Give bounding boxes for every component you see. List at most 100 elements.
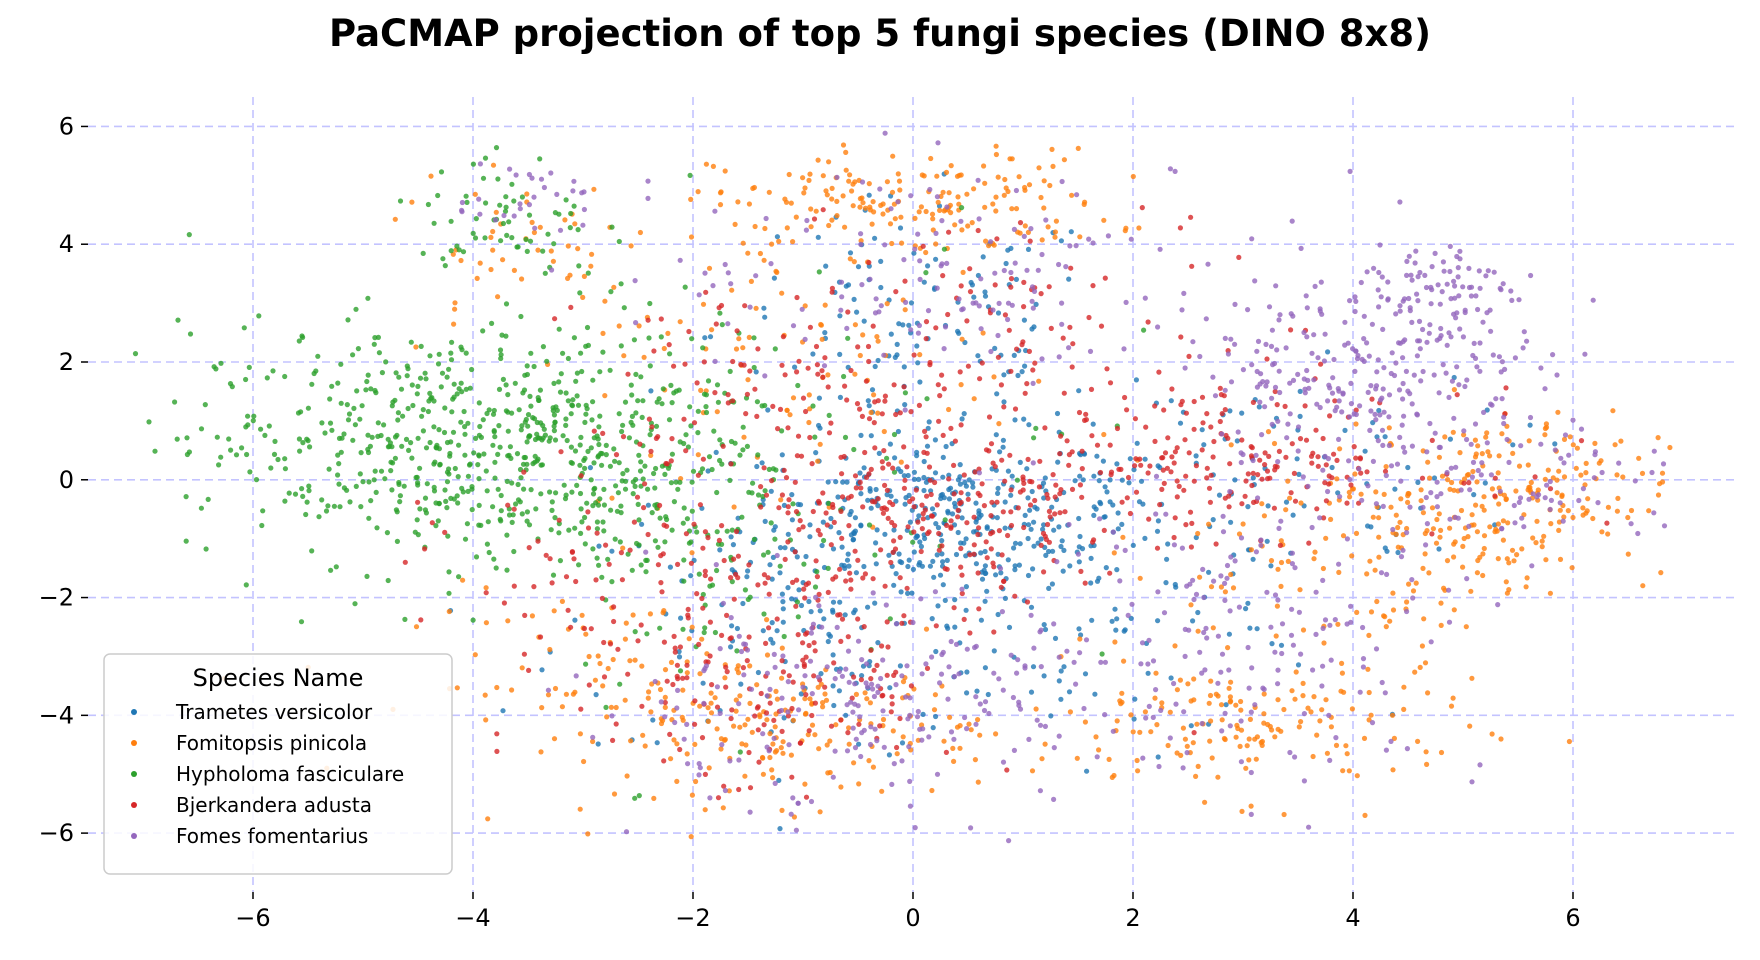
data-point (1167, 166, 1173, 172)
data-point (1477, 340, 1483, 346)
data-point (501, 600, 507, 606)
data-point (843, 167, 849, 173)
data-point (1361, 735, 1368, 742)
data-point (1543, 557, 1549, 563)
data-point (871, 667, 877, 673)
data-point (958, 545, 964, 552)
data-point (914, 714, 921, 720)
data-point (999, 609, 1006, 615)
data-point (933, 325, 939, 331)
data-point (774, 628, 780, 634)
data-point (1330, 375, 1336, 381)
data-point (769, 620, 775, 626)
data-point (680, 626, 686, 632)
data-point (298, 619, 305, 625)
data-point (891, 382, 897, 388)
data-point (580, 222, 586, 228)
data-point (1336, 436, 1342, 442)
data-point (1516, 297, 1522, 303)
data-point (1511, 558, 1517, 564)
data-point (1293, 669, 1299, 675)
data-point (957, 745, 963, 751)
data-point (1349, 706, 1355, 712)
data-point (855, 638, 862, 644)
data-point (258, 426, 264, 432)
data-point (901, 473, 907, 479)
data-point (746, 489, 752, 495)
data-point (1076, 409, 1083, 416)
data-point (746, 334, 752, 340)
data-point (1455, 265, 1461, 271)
data-point (482, 155, 489, 161)
chart-title: PaCMAP projection of top 5 fungi species… (328, 12, 1432, 55)
data-point (1284, 435, 1290, 441)
data-point (1105, 233, 1111, 239)
data-point (730, 398, 736, 404)
data-point (767, 731, 773, 737)
data-point (714, 684, 721, 690)
data-point (996, 528, 1003, 534)
data-point (897, 187, 903, 193)
data-point (714, 382, 721, 388)
data-point (732, 221, 738, 227)
data-point (1658, 570, 1664, 576)
data-point (422, 546, 428, 552)
data-point (1272, 467, 1278, 473)
data-point (548, 248, 554, 254)
data-point (282, 466, 288, 472)
x-tick-label: 6 (1565, 904, 1580, 932)
data-point (1296, 471, 1302, 477)
data-point (1508, 288, 1514, 294)
data-point (1448, 465, 1454, 471)
data-point (873, 540, 879, 546)
data-point (894, 352, 900, 358)
data-point (946, 472, 952, 478)
data-point (792, 479, 798, 485)
data-point (813, 594, 819, 601)
data-point (568, 411, 574, 417)
data-point (993, 194, 999, 200)
data-point (1021, 317, 1027, 323)
data-point (500, 257, 506, 263)
data-point (852, 515, 859, 521)
data-point (1012, 540, 1019, 546)
data-point (228, 447, 234, 453)
data-point (988, 513, 994, 519)
data-point (522, 454, 529, 461)
data-point (777, 563, 783, 569)
data-point (1446, 330, 1452, 336)
data-point (1030, 566, 1036, 572)
data-point (1199, 394, 1206, 400)
data-point (1372, 411, 1378, 417)
data-point (701, 629, 707, 636)
data-point (552, 685, 559, 692)
data-point (1375, 357, 1381, 363)
data-point (684, 675, 690, 681)
data-point (774, 616, 780, 622)
data-point (499, 332, 505, 338)
data-point (439, 370, 446, 376)
data-point (884, 455, 890, 461)
data-point (1250, 475, 1256, 481)
data-point (788, 811, 794, 817)
data-point (1404, 746, 1410, 752)
data-point (458, 257, 464, 264)
data-point (794, 599, 801, 605)
data-point (977, 492, 983, 499)
data-point (590, 399, 596, 405)
data-point (1028, 689, 1035, 695)
data-point (888, 709, 894, 715)
data-point (1470, 468, 1476, 475)
data-point (577, 442, 583, 448)
data-point (1182, 736, 1188, 742)
data-point (1197, 574, 1203, 580)
data-point (836, 668, 843, 675)
data-point (1249, 445, 1255, 451)
data-point (1404, 272, 1410, 278)
data-point (667, 351, 673, 357)
data-point (808, 206, 814, 212)
data-point (771, 651, 777, 658)
data-point (724, 612, 730, 619)
data-point (582, 455, 588, 461)
data-point (528, 487, 534, 493)
